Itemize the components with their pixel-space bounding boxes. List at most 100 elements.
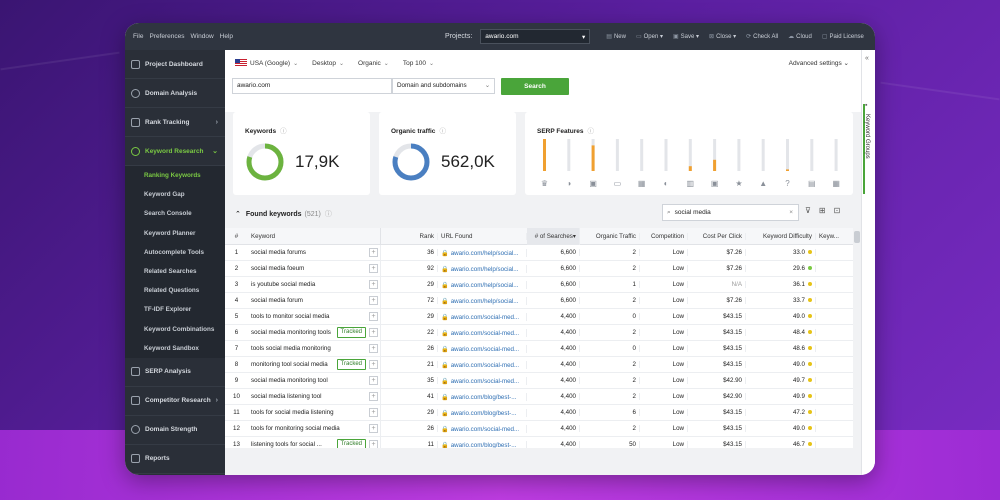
table-row[interactable]: 6 social media monitoring tools Tracked +22… bbox=[225, 325, 853, 341]
add-keyword-icon[interactable]: + bbox=[369, 376, 378, 385]
menu-file[interactable]: File bbox=[133, 33, 143, 40]
table-row[interactable]: 9 social media monitoring tool +35 🔒 awario.… bbox=[225, 373, 853, 389]
add-keyword-icon[interactable]: + bbox=[369, 264, 378, 273]
table-row[interactable]: 11 tools for social media listening +29 🔒 aw… bbox=[225, 405, 853, 421]
header-competition[interactable]: Competition bbox=[640, 233, 688, 240]
menu-help[interactable]: Help bbox=[220, 33, 233, 40]
row-url-cell[interactable]: 🔒 awario.com/social-med... bbox=[438, 425, 527, 433]
help-icon[interactable]: ⓘ bbox=[325, 209, 332, 219]
serp-feature-icon[interactable]: ▭ bbox=[614, 179, 622, 188]
sidebar-item-serp-analysis[interactable]: SERP Analysis bbox=[125, 358, 225, 387]
add-keyword-icon[interactable]: + bbox=[369, 424, 378, 433]
sidebar-subitem-search-console[interactable]: Search Console bbox=[125, 204, 225, 223]
new-button[interactable]: ▤ New bbox=[606, 33, 626, 40]
header-organic-traffic[interactable]: Organic Traffic bbox=[580, 233, 640, 240]
sidebar-subitem-related-questions[interactable]: Related Questions bbox=[125, 281, 225, 300]
scope-select[interactable]: Domain and subdomains ⌄ bbox=[392, 78, 495, 94]
row-url-cell[interactable]: 🔒 awario.com/help/social... bbox=[438, 265, 527, 273]
table-row[interactable]: 3 is youtube social media +29 🔒 awario.com/h… bbox=[225, 277, 853, 293]
header-cost-per-click[interactable]: Cost Per Click bbox=[688, 233, 746, 240]
sidebar-subitem-ranking-keywords[interactable]: Ranking Keywords bbox=[125, 166, 225, 185]
serp-feature-icon[interactable]: ? bbox=[785, 179, 790, 188]
add-keyword-icon[interactable]: + bbox=[369, 280, 378, 289]
table-row[interactable]: 13 listening tools for social ... Tracked +… bbox=[225, 437, 853, 448]
add-keyword-icon[interactable]: + bbox=[369, 296, 378, 305]
open-button[interactable]: ▭ Open ▾ bbox=[636, 33, 663, 40]
serp-feature-icon[interactable]: ◐ bbox=[664, 179, 669, 188]
add-keyword-icon[interactable]: + bbox=[369, 392, 378, 401]
table-row[interactable]: 4 social media forum +72 🔒 awario.com/help/s… bbox=[225, 293, 853, 309]
collapse-panel-icon[interactable]: « bbox=[865, 55, 869, 62]
type-dropdown[interactable]: Organic ⌄ bbox=[358, 60, 389, 67]
sidebar-item-domain-strength[interactable]: Domain Strength bbox=[125, 416, 225, 445]
top-dropdown[interactable]: Top 100 ⌄ bbox=[403, 60, 434, 67]
sidebar-subitem-related-searches[interactable]: Related Searches bbox=[125, 262, 225, 281]
menu-preferences[interactable]: Preferences bbox=[149, 33, 184, 40]
check-all-button[interactable]: ⟳ Check All bbox=[746, 33, 778, 40]
sidebar-subitem-tf-idf-explorer[interactable]: TF-IDF Explorer bbox=[125, 300, 225, 319]
project-select[interactable]: awario.com ▾ bbox=[480, 29, 590, 44]
columns-icon[interactable]: ⊞ bbox=[819, 206, 826, 215]
add-keyword-icon[interactable]: + bbox=[369, 360, 378, 369]
row-url-cell[interactable]: 🔒 awario.com/social-med... bbox=[438, 313, 527, 321]
row-url-cell[interactable]: 🔒 awario.com/help/social... bbox=[438, 249, 527, 257]
domain-input[interactable]: awario.com bbox=[232, 78, 392, 94]
serp-feature-icon[interactable]: ▲ bbox=[759, 179, 767, 188]
serp-feature-icon[interactable]: ▦ bbox=[832, 179, 840, 188]
row-url-cell[interactable]: 🔒 awario.com/blog/best-... bbox=[438, 441, 527, 449]
export-icon[interactable]: ⊡ bbox=[834, 206, 841, 215]
cloud-button[interactable]: ☁ Cloud bbox=[788, 33, 812, 40]
serp-feature-icon[interactable]: ▥ bbox=[687, 179, 695, 188]
tracked-badge[interactable]: Tracked bbox=[337, 359, 366, 370]
scrollbar-thumb[interactable] bbox=[854, 231, 860, 243]
row-url-cell[interactable]: 🔒 awario.com/social-med... bbox=[438, 377, 527, 385]
table-scrollbar[interactable] bbox=[853, 228, 861, 448]
paid-license-button[interactable]: ▢ Paid License bbox=[822, 33, 864, 40]
sidebar-item-project-dashboard[interactable]: Project Dashboard bbox=[125, 50, 225, 79]
row-url-cell[interactable]: 🔒 awario.com/blog/best-... bbox=[438, 393, 527, 401]
add-keyword-icon[interactable]: + bbox=[369, 440, 378, 449]
row-url-cell[interactable]: 🔒 awario.com/social-med... bbox=[438, 361, 527, 369]
menu-window[interactable]: Window bbox=[191, 33, 214, 40]
row-url-cell[interactable]: 🔒 awario.com/blog/best-... bbox=[438, 409, 527, 417]
sidebar-subitem-keyword-sandbox[interactable]: Keyword Sandbox bbox=[125, 339, 225, 358]
sidebar-item-domain-analysis[interactable]: Domain Analysis bbox=[125, 79, 225, 108]
header-keyword[interactable]: Keyword bbox=[248, 228, 381, 244]
help-icon[interactable]: ⓘ bbox=[280, 128, 287, 135]
advanced-settings-button[interactable]: Advanced settings ⌄ bbox=[789, 59, 849, 67]
serp-feature-icon[interactable]: ◑ bbox=[566, 179, 571, 188]
collapse-icon[interactable]: ⌃ bbox=[235, 210, 241, 218]
table-row[interactable]: 10 social media listening tool +41 🔒 awario.… bbox=[225, 389, 853, 405]
sidebar-subitem-keyword-gap[interactable]: Keyword Gap bbox=[125, 185, 225, 204]
device-dropdown[interactable]: Desktop ⌄ bbox=[312, 60, 344, 67]
row-url-cell[interactable]: 🔒 awario.com/help/social... bbox=[438, 281, 527, 289]
sidebar-item-keyword-research[interactable]: Keyword Research ⌄ bbox=[125, 137, 225, 166]
serp-feature-icon[interactable]: ♛ bbox=[541, 179, 548, 188]
location-dropdown[interactable]: USA (Google) ⌄ bbox=[235, 59, 298, 67]
add-keyword-icon[interactable]: + bbox=[369, 344, 378, 353]
add-keyword-icon[interactable]: + bbox=[369, 328, 378, 337]
sidebar-subitem-keyword-planner[interactable]: Keyword Planner bbox=[125, 224, 225, 243]
header-number[interactable]: # bbox=[225, 233, 248, 240]
search-button[interactable]: Search bbox=[501, 78, 569, 95]
table-row[interactable]: 5 tools to monitor social media +29 🔒 awario… bbox=[225, 309, 853, 325]
sidebar-item-reports[interactable]: Reports bbox=[125, 445, 225, 474]
add-keyword-icon[interactable]: + bbox=[369, 312, 378, 321]
table-row[interactable]: 8 monitoring tool social media Tracked +21 🔒… bbox=[225, 357, 853, 373]
help-icon[interactable]: ⓘ bbox=[587, 128, 594, 135]
header-url-found[interactable]: URL Found bbox=[438, 233, 527, 240]
serp-feature-icon[interactable]: ★ bbox=[735, 179, 742, 188]
tracked-badge[interactable]: Tracked bbox=[337, 327, 366, 338]
add-keyword-icon[interactable]: + bbox=[369, 408, 378, 417]
serp-feature-icon[interactable]: ▣ bbox=[589, 179, 597, 188]
row-url-cell[interactable]: 🔒 awario.com/social-med... bbox=[438, 345, 527, 353]
save-button[interactable]: ▣ Save ▾ bbox=[673, 33, 699, 40]
row-url-cell[interactable]: 🔒 awario.com/help/social... bbox=[438, 297, 527, 305]
serp-feature-icon[interactable]: ▣ bbox=[711, 179, 719, 188]
tracked-badge[interactable]: Tracked bbox=[337, 439, 366, 449]
header-keyword-extra[interactable]: Keyw... bbox=[816, 233, 853, 240]
table-row[interactable]: 2 social media foeum +92 🔒 awario.com/help/s… bbox=[225, 261, 853, 277]
close-button[interactable]: ⊠ Close ▾ bbox=[709, 33, 736, 40]
filter-icon[interactable]: ⊽ bbox=[805, 206, 811, 215]
table-row[interactable]: 12 tools for monitoring social media +26 🔒 a… bbox=[225, 421, 853, 437]
